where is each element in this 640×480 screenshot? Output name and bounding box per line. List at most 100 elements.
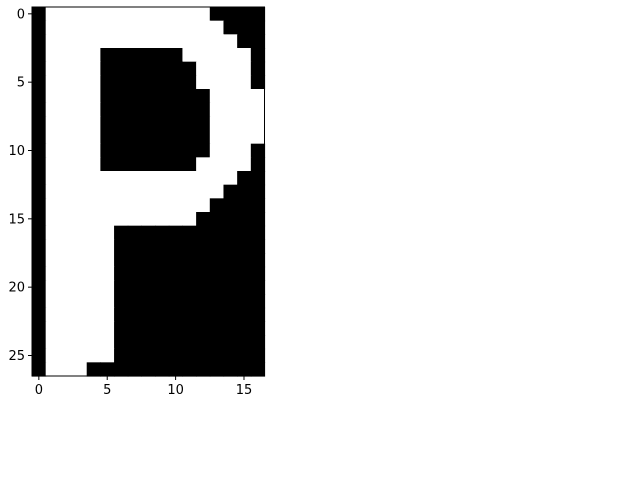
heatmap-cell: [155, 280, 170, 295]
heatmap-cell: [182, 116, 197, 131]
heatmap-cell: [250, 266, 266, 281]
heatmap-cell: [168, 116, 184, 131]
heatmap-cell: [182, 171, 197, 186]
heatmap-cell: [114, 61, 129, 76]
heatmap-cell: [168, 335, 184, 350]
heatmap-cell: [127, 34, 143, 49]
heatmap-cell: [73, 143, 88, 158]
heatmap-cell: [182, 7, 197, 22]
heatmap-cell: [45, 157, 60, 172]
heatmap-cell: [45, 143, 60, 158]
heatmap-cell: [237, 130, 252, 145]
heatmap-cell: [73, 335, 88, 350]
heatmap-cell: [127, 7, 143, 22]
heatmap-cell: [237, 253, 252, 268]
heatmap-cell: [32, 266, 47, 281]
heatmap-cell: [100, 280, 115, 295]
heatmap-cell: [100, 48, 115, 63]
heatmap-cell: [223, 239, 238, 254]
heatmap-cell: [127, 266, 143, 281]
heatmap-cell: [237, 266, 252, 281]
heatmap-cell: [114, 75, 129, 90]
heatmap-cell: [45, 75, 60, 90]
heatmap-cell: [73, 307, 88, 322]
heatmap-cell: [168, 266, 184, 281]
heatmap-cell: [182, 89, 197, 104]
heatmap-cell: [59, 157, 74, 172]
heatmap-cell: [250, 102, 266, 117]
heatmap-cell: [196, 171, 211, 186]
heatmap-cell: [223, 157, 238, 172]
y-tick-label: 0: [17, 7, 25, 22]
heatmap-cell: [196, 294, 211, 309]
heatmap-cell: [73, 7, 88, 22]
heatmap-cell: [86, 171, 101, 186]
heatmap-cell: [32, 253, 47, 268]
heatmap-cell: [237, 335, 252, 350]
heatmap-cell: [182, 212, 197, 227]
heatmap-cell: [168, 20, 184, 35]
heatmap-cell: [127, 362, 143, 377]
heatmap-cell: [155, 266, 170, 281]
heatmap-cell: [45, 307, 60, 322]
heatmap-cell: [141, 280, 156, 295]
heatmap-cell: [209, 48, 225, 63]
heatmap-cell: [196, 61, 211, 76]
heatmap-cell: [196, 198, 211, 213]
heatmap-cell: [127, 157, 143, 172]
heatmap-cell: [73, 48, 88, 63]
heatmap-cell: [114, 225, 129, 240]
heatmap-cell: [59, 212, 74, 227]
heatmap-cell: [32, 130, 47, 145]
heatmap-cell: [237, 157, 252, 172]
heatmap-cell: [155, 89, 170, 104]
heatmap-cell: [73, 116, 88, 131]
heatmap-cell: [127, 335, 143, 350]
heatmap-cell: [100, 102, 115, 117]
heatmap-cell: [127, 20, 143, 35]
heatmap-cell: [45, 294, 60, 309]
heatmap-cell: [250, 75, 266, 90]
heatmap-cell: [59, 130, 74, 145]
heatmap-cell: [59, 294, 74, 309]
heatmap-cell: [86, 348, 101, 363]
heatmap-cell: [73, 130, 88, 145]
heatmap-cell: [155, 171, 170, 186]
heatmap-cell: [32, 171, 47, 186]
heatmap-cell: [45, 280, 60, 295]
heatmap-cell: [59, 48, 74, 63]
heatmap-cell: [209, 307, 225, 322]
heatmap-cell: [100, 239, 115, 254]
heatmap-cell: [237, 239, 252, 254]
heatmap-cell: [237, 20, 252, 35]
heatmap-cell: [73, 102, 88, 117]
y-tick-label: 5: [17, 76, 25, 91]
heatmap-cell: [155, 225, 170, 240]
heatmap-cell: [250, 143, 266, 158]
heatmap-cell: [73, 321, 88, 336]
heatmap-cell: [209, 198, 225, 213]
heatmap-cell: [73, 239, 88, 254]
heatmap-cell: [73, 75, 88, 90]
heatmap-cell: [196, 321, 211, 336]
heatmap-cell: [141, 253, 156, 268]
heatmap-cell: [141, 157, 156, 172]
heatmap-cell: [155, 239, 170, 254]
heatmap-cell: [182, 294, 197, 309]
heatmap-cell: [45, 253, 60, 268]
heatmap-cell: [86, 89, 101, 104]
heatmap-cell: [168, 225, 184, 240]
heatmap-cell: [250, 294, 266, 309]
heatmap-cell: [45, 348, 60, 363]
heatmap-cell: [141, 239, 156, 254]
heatmap-cell: [114, 348, 129, 363]
heatmap-cell: [114, 253, 129, 268]
heatmap-cell: [32, 239, 47, 254]
heatmap-cell: [127, 61, 143, 76]
heatmap-cell: [209, 157, 225, 172]
heatmap-cell: [86, 253, 101, 268]
heatmap-cell: [59, 7, 74, 22]
heatmap-cell: [141, 294, 156, 309]
heatmap-cell: [223, 34, 238, 49]
heatmap-cell: [237, 89, 252, 104]
